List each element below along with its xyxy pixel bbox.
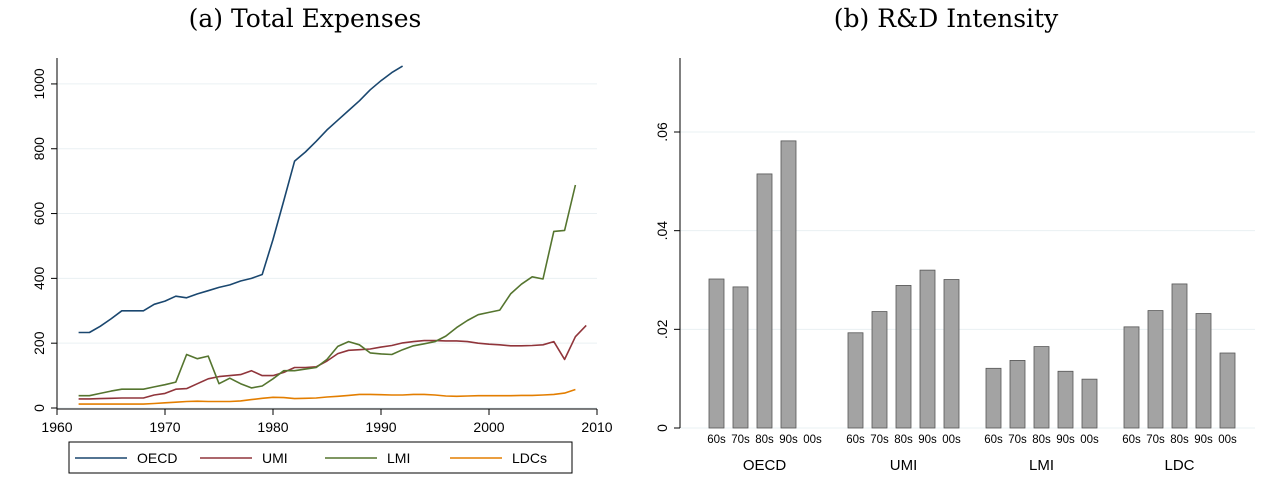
bar-ldc-90s — [1195, 313, 1212, 429]
x-tick-label: 2010 — [581, 419, 612, 435]
legend-label-lmi: LMI — [387, 450, 410, 466]
bar-umi-80s — [895, 285, 912, 429]
decade-label: 60s — [1122, 434, 1141, 446]
decade-label: 00s — [942, 434, 961, 446]
y-tick-label: 600 — [31, 202, 47, 226]
y-tick-label: .04 — [654, 221, 670, 241]
y-tick-label: 0 — [31, 404, 47, 412]
decade-label: 60s — [984, 434, 1003, 446]
group-label-oecd: OECD — [743, 457, 787, 474]
bar-ldc-60s — [1123, 326, 1140, 429]
panel-rd-intensity: (b) R&D Intensity 0 .02 .04 .06 60s 70s 80s 90s… — [630, 0, 1262, 477]
bar-lmi-60s — [985, 367, 1002, 429]
y-tick-label: 400 — [31, 266, 47, 290]
bar-ldc-70s — [1147, 310, 1164, 429]
legend-label-oecd: OECD — [137, 450, 177, 466]
bar-oecd-70s — [732, 286, 749, 429]
decade-label: 00s — [1218, 434, 1237, 446]
bar-umi-70s — [871, 311, 888, 429]
x-tick-label: 1990 — [365, 419, 396, 435]
y-tick-label: .06 — [654, 122, 670, 142]
chart-a-title: (a) Total Expenses — [188, 4, 422, 33]
x-tick-label: 2000 — [473, 419, 504, 435]
legend-label-ldcs: LDCs — [512, 450, 547, 466]
decade-label: 90s — [918, 434, 937, 446]
decade-label: 60s — [707, 434, 726, 446]
decade-label: 00s — [803, 434, 822, 446]
decade-label: 70s — [870, 434, 889, 446]
series-line-oecd — [78, 65, 404, 334]
decade-label: 60s — [846, 434, 865, 446]
line-chart-total-expenses: 0 200 400 600 800 1000 1960 1970 1980 1990 2000 201… — [31, 58, 613, 474]
series-line-umi — [78, 324, 587, 400]
chart-b-title: (b) R&D Intensity — [833, 4, 1059, 33]
y-tick-label: .02 — [654, 319, 670, 339]
bar-umi-90s — [919, 269, 936, 429]
legend: OECD UMI LMI LDCs — [68, 441, 573, 474]
x-tick-label: 1980 — [257, 419, 288, 435]
series-line-ldcs — [78, 388, 576, 405]
y-tick-label: 0 — [654, 424, 670, 432]
bar-lmi-70s — [1009, 360, 1026, 429]
bar-umi-00s — [943, 279, 960, 429]
decade-label: 80s — [1170, 434, 1189, 446]
decade-label: 70s — [1146, 434, 1165, 446]
decade-label: 90s — [1056, 434, 1075, 446]
decade-label: 90s — [1194, 434, 1213, 446]
y-tick-label: 800 — [31, 137, 47, 161]
decade-label: 80s — [894, 434, 913, 446]
group-label-lmi: LMI — [1029, 457, 1054, 474]
y-tick-label: 1000 — [31, 68, 47, 99]
bar-lmi-00s — [1081, 378, 1098, 429]
bar-ldc-00s — [1219, 352, 1236, 429]
decade-label: 00s — [1080, 434, 1099, 446]
series-line-lmi — [78, 184, 577, 397]
x-tick-label: 1960 — [41, 419, 72, 435]
decade-label: 90s — [779, 434, 798, 446]
panel-total-expenses: (a) Total Expenses 0 200 400 600 800 1000 1960… — [0, 0, 613, 477]
bar-ldc-80s — [1171, 283, 1188, 429]
decade-label: 70s — [731, 434, 750, 446]
y-tick-label: 200 — [31, 331, 47, 355]
decade-label: 80s — [755, 434, 774, 446]
group-label-umi: UMI — [890, 457, 918, 474]
bar-oecd-90s — [780, 140, 797, 429]
bar-chart-rd-intensity: 0 .02 .04 .06 60s 70s 80s 90s 00s OECD 60s 70s 80s 90… — [654, 58, 1255, 474]
bar-lmi-90s — [1057, 370, 1074, 429]
bar-oecd-80s — [756, 173, 773, 429]
group-label-ldc: LDC — [1164, 457, 1194, 474]
x-tick-label: 1970 — [149, 419, 180, 435]
decade-label: 70s — [1008, 434, 1027, 446]
decade-label: 80s — [1032, 434, 1051, 446]
bar-umi-60s — [847, 332, 864, 429]
bar-oecd-60s — [708, 278, 725, 429]
bar-lmi-80s — [1033, 346, 1050, 429]
legend-label-umi: UMI — [262, 450, 288, 466]
